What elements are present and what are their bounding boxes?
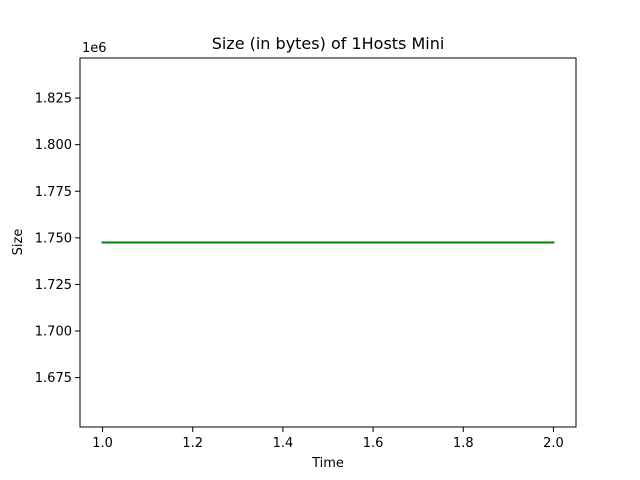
y-tick-label: 1.675	[35, 371, 72, 386]
y-tick-label: 1.725	[35, 278, 72, 293]
x-tick-label: 1.0	[92, 436, 113, 451]
y-axis-offset-label: 1e6	[82, 41, 107, 56]
y-tick-label: 1.825	[35, 92, 72, 107]
y-tick-label: 1.775	[35, 185, 72, 200]
y-axis: 1.675 1.700 1.725 1.750 1.775 1.800 1.825	[35, 92, 80, 386]
x-tick-label: 1.2	[182, 436, 203, 451]
chart-title: Size (in bytes) of 1Hosts Mini	[212, 34, 445, 53]
y-tick-label: 1.700	[35, 325, 72, 340]
x-axis-label: Time	[311, 456, 344, 471]
x-tick-label: 2.0	[543, 436, 564, 451]
x-tick-label: 1.8	[453, 436, 474, 451]
plot-frame	[79, 57, 577, 428]
x-tick-label: 1.6	[363, 436, 384, 451]
y-tick-label: 1.750	[35, 231, 72, 246]
y-axis-label: Size	[11, 229, 26, 256]
x-tick-label: 1.4	[273, 436, 294, 451]
y-tick-label: 1.800	[35, 138, 72, 153]
x-axis: 1.0 1.2 1.4 1.6 1.8 2.0	[92, 427, 564, 451]
